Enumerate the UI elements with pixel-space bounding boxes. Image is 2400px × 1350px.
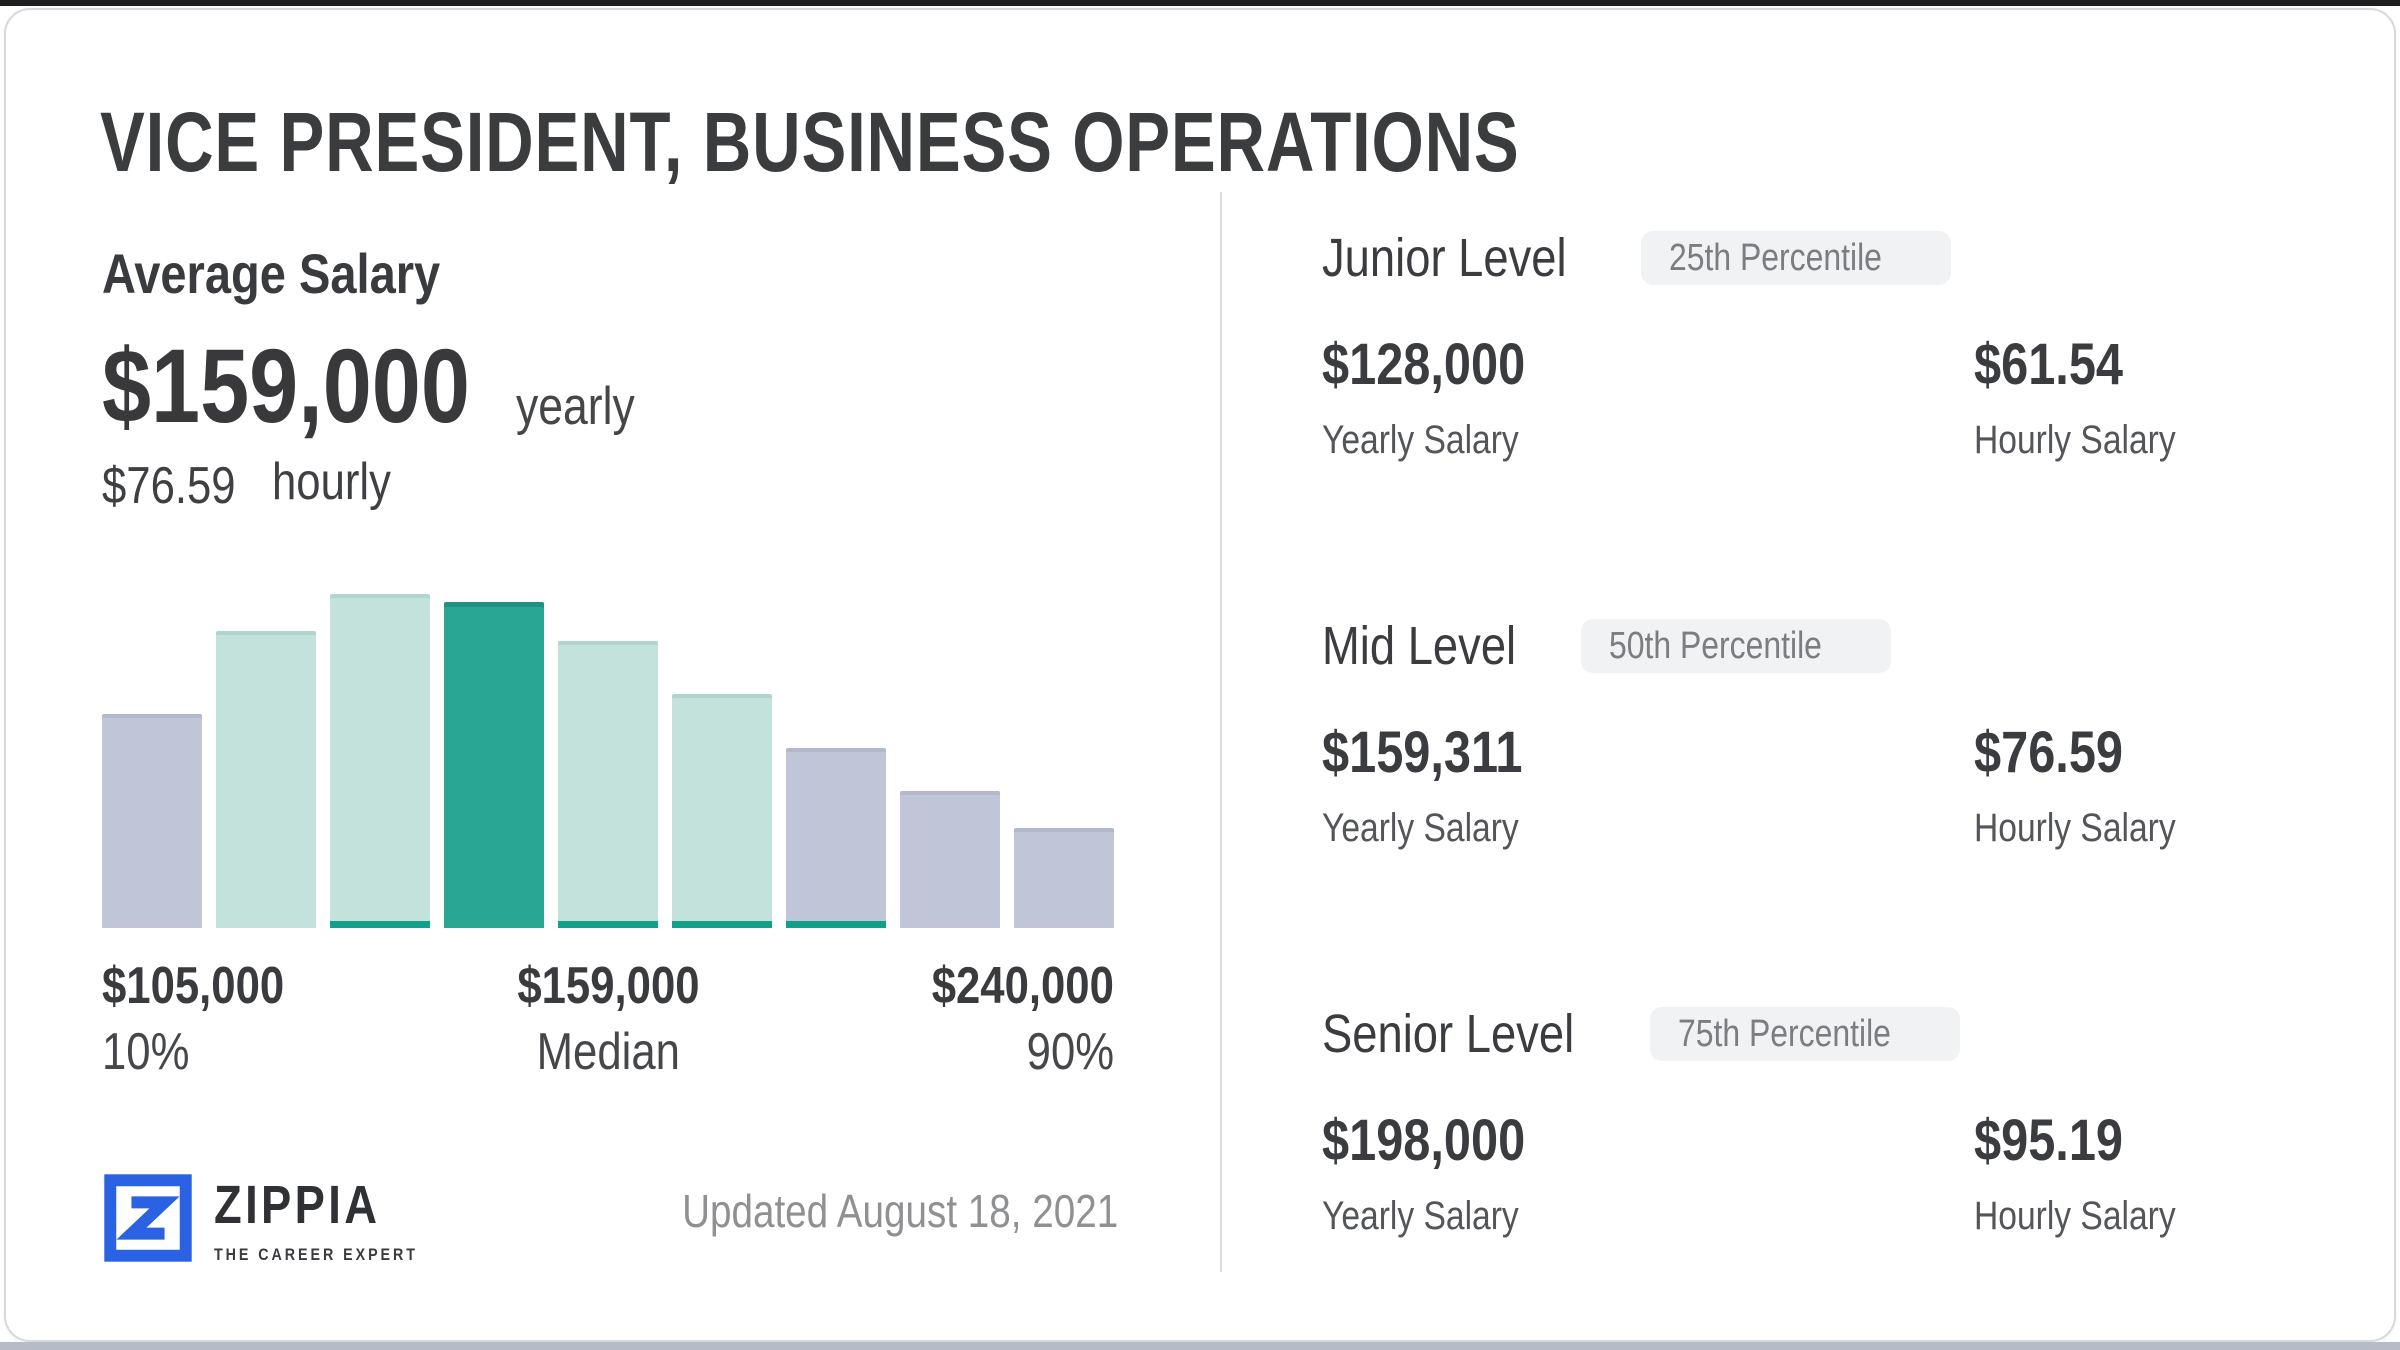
histogram-bar	[900, 791, 1000, 928]
hourly-salary-label: Hourly Salary	[1974, 418, 2176, 462]
top-edge-strip	[0, 0, 2400, 6]
yearly-salary-value: $159,311	[1322, 720, 1523, 785]
level-name: Junior Level	[1322, 228, 1567, 288]
average-hourly-salary-value: $76.59	[102, 457, 236, 515]
bar-underline-accent	[786, 921, 886, 928]
average-yearly-salary-unit: yearly	[516, 377, 635, 436]
percentile-90-value: $240,000	[931, 957, 1114, 1015]
average-yearly-salary-value: $159,000	[102, 328, 470, 445]
junior-level-header: Junior Level 25th Percentile	[1322, 226, 2362, 290]
bar-underline-accent	[672, 921, 772, 928]
bar-underline-accent	[330, 921, 430, 928]
zippia-logo[interactable]: ZIPPIA THE CAREER EXPERT	[102, 1172, 457, 1264]
mid-level-header: Mid Level 50th Percentile	[1322, 614, 2362, 678]
histogram-bar	[786, 748, 886, 928]
histogram-bar	[102, 714, 202, 928]
histogram-bar-median	[444, 602, 544, 928]
hourly-salary-value: $95.19	[1974, 1108, 2124, 1173]
mid-level-section: Mid Level 50th Percentile $159,311 $76.5…	[1322, 614, 2362, 914]
zippia-brand-name: ZIPPIA	[214, 1175, 381, 1235]
percentile-10-label: 10%	[102, 1023, 190, 1081]
percentile-badge: 25th Percentile	[1641, 231, 1951, 285]
yearly-salary-label: Yearly Salary	[1322, 418, 1519, 462]
bottom-edge-strip	[0, 1342, 2400, 1350]
histogram-bar	[216, 631, 316, 928]
histogram-bar	[1014, 828, 1114, 928]
yearly-salary-label: Yearly Salary	[1322, 806, 1519, 850]
junior-level-section: Junior Level 25th Percentile $128,000 $6…	[1322, 226, 2362, 526]
histogram-bar	[672, 694, 772, 928]
bar-underline-accent	[558, 921, 658, 928]
updated-date: Updated August 18, 2021	[681, 1185, 1118, 1237]
percentile-badge: 75th Percentile	[1650, 1007, 1960, 1061]
percentile-90-label: 90%	[1026, 1023, 1114, 1081]
senior-level-section: Senior Level 75th Percentile $198,000 $9…	[1322, 1002, 2362, 1302]
senior-level-header: Senior Level 75th Percentile	[1322, 1002, 2362, 1066]
average-salary-label: Average Salary	[102, 242, 441, 305]
zippia-tagline: THE CAREER EXPERT	[214, 1245, 418, 1264]
hourly-salary-value: $76.59	[1974, 720, 2124, 785]
hourly-salary-value: $61.54	[1974, 332, 2124, 397]
salary-histogram	[102, 594, 1114, 928]
hourly-salary-label: Hourly Salary	[1974, 806, 2176, 850]
vertical-divider	[1220, 192, 1222, 1272]
level-name: Senior Level	[1322, 1004, 1575, 1064]
median-label: Median	[536, 1023, 680, 1081]
zippia-logo-texts: ZIPPIA THE CAREER EXPERT	[214, 1172, 457, 1263]
hourly-salary-label: Hourly Salary	[1974, 1194, 2176, 1238]
histogram-bar	[330, 594, 430, 928]
page-title: VICE PRESIDENT, BUSINESS OPERATIONS	[100, 100, 1874, 184]
percentile-10-value: $105,000	[102, 957, 285, 1015]
zippia-z-icon	[104, 1174, 192, 1262]
salary-infographic-card: VICE PRESIDENT, BUSINESS OPERATIONS Aver…	[4, 8, 2396, 1342]
yearly-salary-label: Yearly Salary	[1322, 1194, 1519, 1238]
percentile-badge: 50th Percentile	[1581, 619, 1891, 673]
page-title-text: VICE PRESIDENT, BUSINESS OPERATIONS	[100, 95, 1520, 189]
level-name: Mid Level	[1322, 616, 1517, 676]
yearly-salary-value: $198,000	[1322, 1108, 1526, 1173]
yearly-salary-value: $128,000	[1322, 332, 1526, 397]
histogram-bar	[558, 641, 658, 928]
average-hourly-salary-unit: hourly	[272, 453, 391, 511]
median-value: $159,000	[516, 957, 700, 1015]
